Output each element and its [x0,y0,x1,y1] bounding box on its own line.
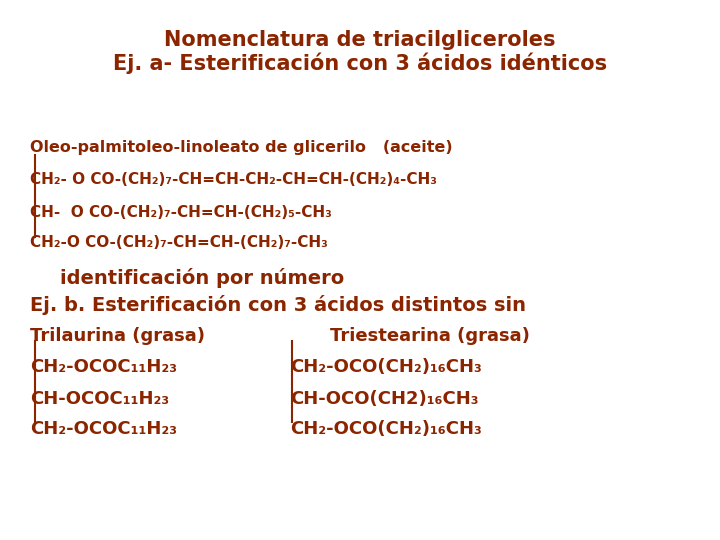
Text: Oleo-palmitoleo-linoleato de glicerilo   (aceite): Oleo-palmitoleo-linoleato de glicerilo (… [30,140,453,155]
Text: identificación por número: identificación por número [60,268,344,288]
Text: CH₂-OCO(CH₂)₁₆CH₃: CH₂-OCO(CH₂)₁₆CH₃ [290,358,482,376]
Text: CH₂-OCOC₁₁H₂₃: CH₂-OCOC₁₁H₂₃ [30,358,177,376]
Text: CH-  O CO-(CH₂)₇-CH=CH-(CH₂)₅-CH₃: CH- O CO-(CH₂)₇-CH=CH-(CH₂)₅-CH₃ [30,205,332,220]
Text: Ej. b. Esterificación con 3 ácidos distintos sin: Ej. b. Esterificación con 3 ácidos disti… [30,295,526,315]
Text: CH₂-O CO-(CH₂)₇-CH=CH-(CH₂)₇-CH₃: CH₂-O CO-(CH₂)₇-CH=CH-(CH₂)₇-CH₃ [30,235,328,250]
Text: CH₂- O CO-(CH₂)₇-CH=CH-CH₂-CH=CH-(CH₂)₄-CH₃: CH₂- O CO-(CH₂)₇-CH=CH-CH₂-CH=CH-(CH₂)₄-… [30,172,437,187]
Text: Nomenclatura de triacilgliceroles: Nomenclatura de triacilgliceroles [164,30,556,50]
Text: CH-OCOC₁₁H₂₃: CH-OCOC₁₁H₂₃ [30,390,169,408]
Text: CH₂-OCOC₁₁H₂₃: CH₂-OCOC₁₁H₂₃ [30,420,177,438]
Text: CH₂-OCO(CH₂)₁₆CH₃: CH₂-OCO(CH₂)₁₆CH₃ [290,420,482,438]
Text: Ej. a- Esterificación con 3 ácidos idénticos: Ej. a- Esterificación con 3 ácidos idént… [113,52,607,73]
Text: CH-OCO(CH2)₁₆CH₃: CH-OCO(CH2)₁₆CH₃ [290,390,479,408]
Text: Trilaurina (grasa): Trilaurina (grasa) [30,327,205,345]
Text: Triestearina (grasa): Triestearina (grasa) [330,327,530,345]
